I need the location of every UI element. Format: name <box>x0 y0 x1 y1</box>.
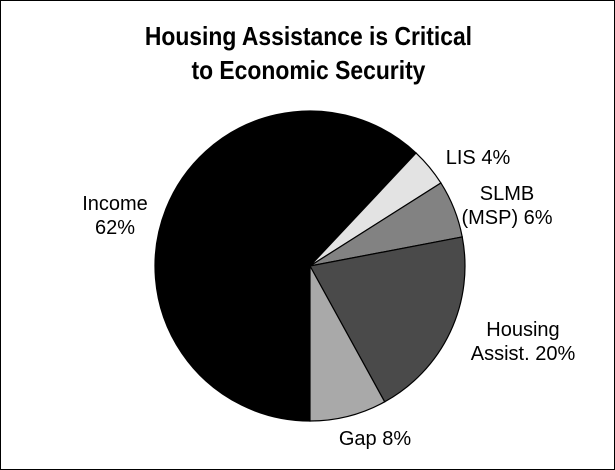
slice-label-0-line-0: Income <box>82 193 148 215</box>
chart-title-line-2: to Economic Security <box>191 55 426 85</box>
slice-label-0-line-1: 62% <box>95 217 135 239</box>
slice-label-4-line-0: Gap 8% <box>339 428 411 450</box>
pie-slice-4 <box>309 265 386 422</box>
slice-label-2-line-1: (MSP) 6% <box>461 207 552 229</box>
slice-label-4: Gap 8% <box>339 428 411 450</box>
chart-title-line-1: Housing Assistance is Critical <box>144 21 473 51</box>
pie-slice-0 <box>154 110 417 422</box>
slice-label-1-line-0: LIS 4% <box>446 147 511 169</box>
slice-label-1: LIS 4% <box>446 147 511 169</box>
slice-label-0: Income 62% <box>82 193 148 239</box>
slice-label-3-line-1: Assist. 20% <box>471 343 576 365</box>
pie-slice-3 <box>309 236 466 403</box>
chart-title: Housing Assistance is Critical to Econom… <box>38 19 579 87</box>
slice-label-3: Housing Assist. 20% <box>471 319 576 365</box>
slice-label-2-line-0: SLMB <box>480 183 534 205</box>
slice-label-2: SLMB (MSP) 6% <box>461 183 552 229</box>
slice-label-3-line-0: Housing <box>486 319 559 341</box>
